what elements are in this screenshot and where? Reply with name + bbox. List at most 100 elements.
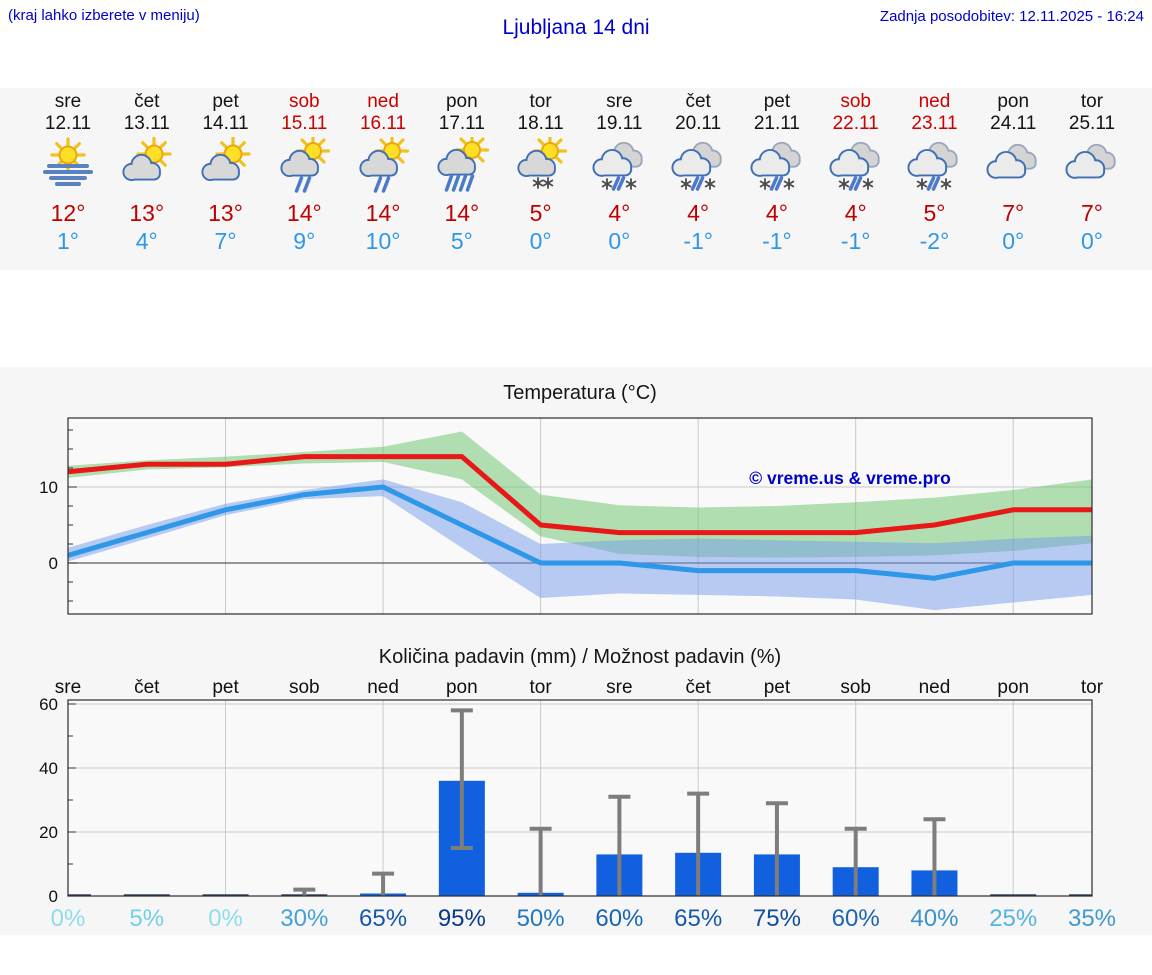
day-name: sob: [840, 91, 871, 112]
min-temperature: 9°: [293, 228, 316, 254]
chart-watermark: © vreme.us & vreme.pro: [749, 468, 951, 488]
max-temperature: 13°: [129, 200, 165, 226]
day-name: čet: [685, 91, 711, 112]
precip-day-label: ned: [367, 677, 399, 698]
day-date: 19.11: [596, 113, 643, 134]
precip-probability-label: 65%: [674, 905, 723, 932]
day-name: tor: [1080, 91, 1104, 112]
day-column: pon 24.11 7° 0°: [970, 88, 1056, 255]
precip-probability-label: 60%: [831, 905, 880, 932]
max-temperature: 14°: [286, 200, 322, 226]
day-column: pon 17.11 14° 5°: [419, 88, 505, 255]
svg-text:10: 10: [39, 478, 58, 497]
day-date: 15.11: [281, 113, 328, 134]
max-temperature: 4°: [844, 200, 867, 226]
day-column: sob 15.11 14° 9°: [261, 88, 347, 255]
day-date: 18.11: [517, 113, 564, 134]
day-name: ned: [918, 91, 951, 112]
day-column: sre 19.11 4° 0°: [576, 88, 662, 255]
precip-probability-label: 40%: [910, 905, 959, 932]
svg-text:20: 20: [39, 823, 58, 842]
max-temperature: 7°: [1002, 200, 1025, 226]
cloudy-icon: [985, 137, 1041, 195]
day-date: 17.11: [438, 113, 485, 134]
max-temperature: 14°: [365, 200, 401, 226]
max-temperature: 5°: [923, 200, 946, 226]
precip-probability-label: 25%: [989, 905, 1038, 932]
day-column: sob 22.11 4° -1°: [813, 88, 899, 255]
precip-day-label: tor: [530, 677, 553, 698]
min-temperature: -1°: [762, 228, 792, 254]
precip-day-label: čet: [685, 677, 711, 698]
max-temperature: 12°: [50, 200, 86, 226]
day-name: pon: [997, 91, 1030, 112]
day-date: 21.11: [753, 113, 800, 134]
min-temperature: 0°: [608, 228, 631, 254]
rain-sun-icon: [355, 133, 411, 195]
partly-cloudy-icon: [198, 136, 254, 195]
precip-day-label: pon: [997, 677, 1029, 698]
precip-day-label: pon: [446, 677, 478, 698]
precip-day-label: sre: [55, 677, 81, 698]
svg-text:0: 0: [49, 554, 58, 573]
precip-probability-label: 30%: [280, 905, 329, 932]
sleet-clouds-icon: [591, 137, 647, 195]
min-temperature: -1°: [683, 228, 713, 254]
temperature-chart: 0 10 © vreme.us & vreme.pro: [39, 417, 1093, 615]
svg-text:40: 40: [39, 759, 58, 778]
heavy-rain-sun-icon: [434, 132, 490, 195]
min-temperature: 7°: [214, 228, 237, 254]
day-date: 13.11: [123, 113, 170, 134]
temperature-chart-title: Temperatura (°C): [503, 382, 657, 404]
max-temperature: 7°: [1081, 200, 1103, 226]
day-name: ned: [367, 91, 399, 112]
min-temperature: 4°: [135, 228, 158, 254]
day-date: 22.11: [832, 113, 879, 134]
day-date: 25.11: [1068, 113, 1116, 134]
day-date: 14.11: [202, 113, 249, 134]
day-column: tor 18.11 5° 0°: [498, 88, 584, 255]
day-name: tor: [529, 91, 552, 112]
max-temperature: 4°: [608, 200, 631, 226]
sleet-clouds-icon: [670, 137, 726, 195]
day-name: čet: [134, 91, 160, 112]
precip-day-label: tor: [1081, 677, 1104, 698]
min-temperature: 0°: [1002, 228, 1025, 254]
precip-day-label: ned: [919, 677, 951, 698]
precip-probability-label: 75%: [752, 905, 801, 932]
precip-probability-label: 5%: [129, 905, 165, 932]
day-column: sre 12.11 12° 1°: [25, 88, 111, 255]
day-date: 20.11: [675, 113, 722, 134]
precipitation-probability-row: 0% 5% 0% 30% 65% 95% 50% 60% 65% 75% 60% 40% 25% 35%: [0, 903, 1152, 937]
rain-sun-icon: [276, 133, 332, 195]
day-column: čet 13.11 13° 4°: [104, 88, 190, 255]
precip-day-label: sre: [606, 677, 632, 698]
precip-day-label: sob: [840, 677, 871, 698]
max-temperature: 5°: [529, 200, 552, 226]
min-temperature: 10°: [365, 228, 401, 254]
max-temperature: 4°: [687, 200, 710, 226]
precip-probability-label: 60%: [595, 905, 644, 932]
min-temperature: 0°: [1081, 228, 1103, 254]
day-column: ned 23.11 5° -2°: [891, 88, 977, 255]
min-temperature: 5°: [450, 228, 473, 254]
min-temperature: 0°: [529, 228, 552, 254]
svg-text:0: 0: [49, 887, 58, 905]
day-name: sre: [54, 91, 82, 112]
min-temperature: -1°: [840, 228, 871, 254]
max-temperature: 14°: [444, 200, 480, 226]
min-temperature: -2°: [919, 228, 950, 254]
precip-probability-label: 35%: [1067, 905, 1117, 932]
sleet-clouds-icon: [749, 137, 805, 195]
day-date: 24.11: [990, 113, 1037, 134]
sleet-clouds-icon: [906, 137, 962, 195]
precip-probability-label: 50%: [516, 905, 565, 932]
svg-text:60: 60: [39, 695, 58, 714]
sleet-clouds-icon: [828, 137, 884, 195]
day-name: sob: [288, 91, 320, 112]
day-name: pet: [212, 91, 239, 112]
day-column: ned 16.11 14° 10°: [340, 88, 426, 255]
precip-probability-label: 0%: [50, 905, 86, 932]
page-title: Ljubljana 14 dni: [502, 16, 650, 39]
